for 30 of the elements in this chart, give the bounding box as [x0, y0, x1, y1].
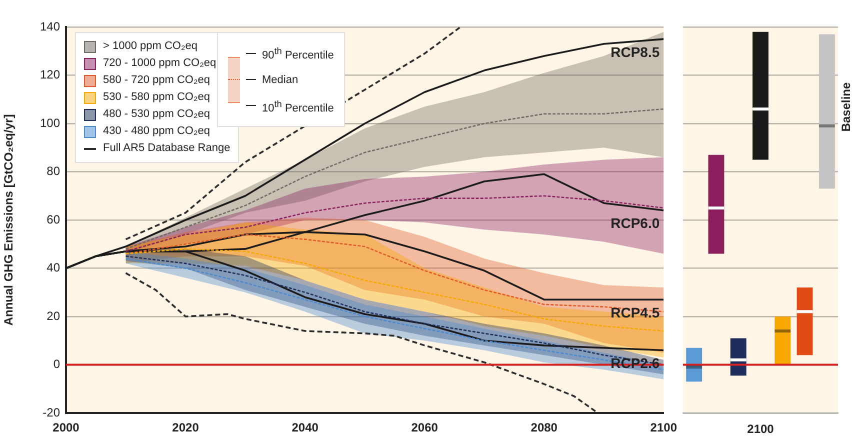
series-label: RCP6.0: [610, 215, 660, 232]
x-tick-label: 2000: [52, 420, 80, 435]
y-axis-title: Annual GHG Emissions [GtCO₂eq/yr]: [2, 114, 16, 326]
x-tick-label: 2060: [411, 420, 438, 435]
y-tick-label: 40: [46, 260, 60, 275]
annotation: 90$^{th}$ Percentile: [262, 45, 334, 64]
legend-label: Full AR5 Database Range: [103, 141, 230, 156]
annotation: Median: [262, 72, 298, 88]
text: Baseline: [839, 82, 854, 132]
legend-label: 430 - 480 ppm CO₂eq: [103, 124, 210, 139]
y-tick-label: 120: [40, 68, 60, 82]
y-tick-label: 100: [40, 116, 60, 130]
y-tick-label: 60: [46, 212, 60, 226]
y-tick-label: -20: [42, 405, 60, 420]
y-tick-label: 80: [46, 164, 60, 178]
y-tick-label: 20: [46, 308, 60, 323]
series-label: RCP8.5: [610, 44, 660, 60]
annotation: 10$^{th}$ Percentile: [262, 98, 334, 116]
legend-label: 530 - 580 ppm CO₂eq: [103, 90, 210, 105]
legend-label: 720 - 1000 ppm CO₂eq: [103, 56, 216, 71]
legend-label: 480 - 530 ppm CO₂eq: [103, 107, 210, 122]
y-tick-label: 140: [40, 19, 60, 34]
legend-label: > 1000 ppm CO₂eq: [103, 39, 198, 54]
y-tick-label: 0: [53, 357, 60, 372]
x-tick-label: 2020: [172, 420, 200, 435]
legend-label: 580 - 720 ppm CO₂eq: [103, 73, 210, 88]
x-tick-label: 2100: [650, 420, 678, 435]
x-tick-label: 2040: [292, 420, 319, 435]
x-tick-label: 2080: [530, 420, 558, 435]
series-label: RCP4.5: [610, 304, 660, 320]
